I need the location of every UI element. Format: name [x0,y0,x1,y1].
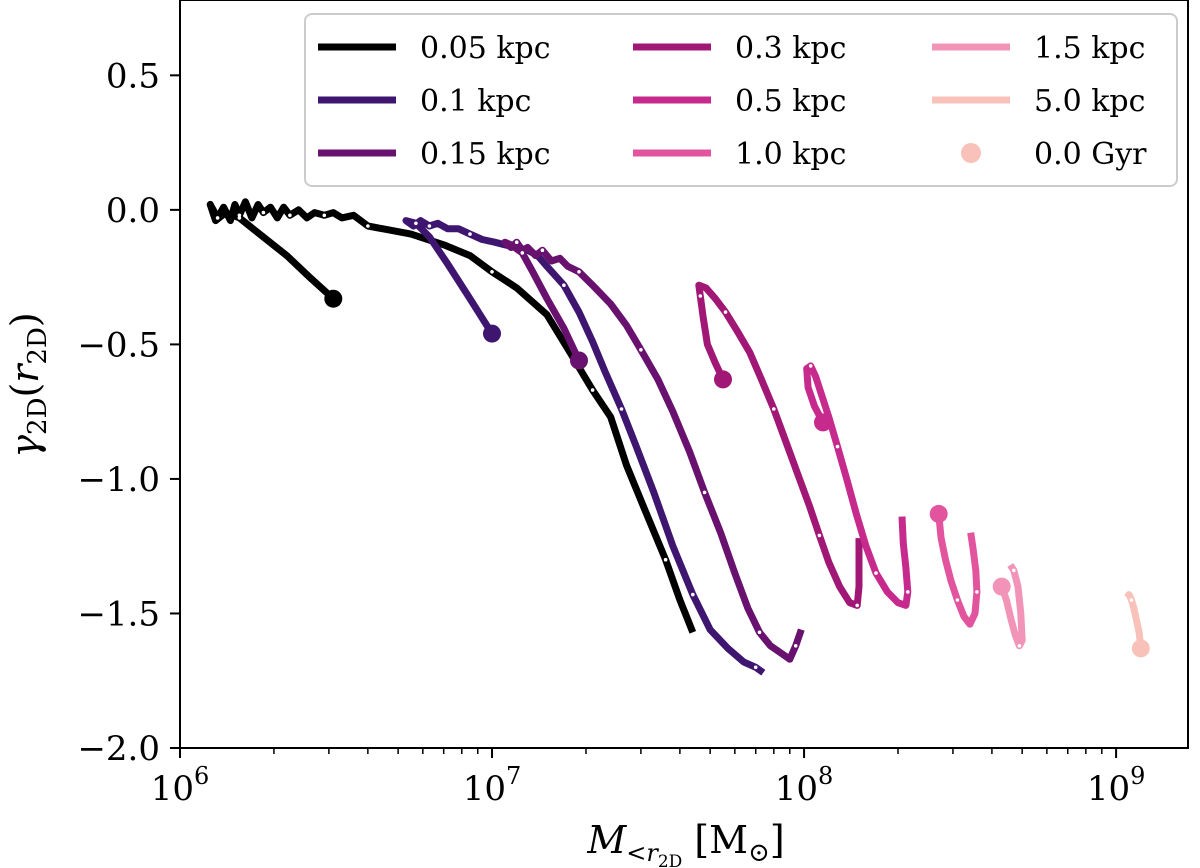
time-marker-dot [468,232,472,236]
time-marker-dot [699,294,703,298]
time-marker-dot [794,644,798,648]
series-start-point-1 [483,325,501,343]
time-marker-dot [906,590,910,594]
legend-label-2: 0.15 kpc [420,137,551,172]
y-axis-title: γ2D(r2D) [3,312,53,457]
time-marker-dot [541,248,545,252]
series-start-point-3 [714,370,732,388]
time-marker-dot [323,214,327,218]
time-marker-dot [639,348,643,352]
y-tick-label-0: 0.5 [106,56,160,96]
series-start-point-4 [814,413,832,431]
time-marker-dot [238,214,242,218]
legend-label-7: 5.0 kpc [1034,84,1145,119]
legend-label-0: 0.05 kpc [420,31,551,66]
series-start-point-6 [993,578,1011,596]
time-marker-dot [664,558,668,562]
time-marker-dot [521,251,525,255]
time-marker-dot [703,491,707,495]
y-tick-label-4: −1.5 [77,594,160,634]
time-marker-dot [414,222,418,226]
x-tick-label-1: 107 [463,762,522,809]
time-marker-dot [691,593,695,597]
legend-label-1: 0.1 kpc [420,84,531,119]
time-marker-dot [772,407,776,411]
time-marker-dot [836,445,840,449]
time-marker-dot [855,604,859,608]
time-marker-dot [818,534,822,538]
chart-svg: 0.5 0.0 −0.5 −1.0 −1.5 −2.0106 107 108 109 0.05 … [0,0,1200,868]
x-axis-title: M<r2D [M⊙] [586,818,784,868]
legend-label-5: 1.0 kpc [735,137,846,172]
time-marker-dot [262,211,266,215]
time-marker-dot [577,270,581,274]
time-marker-dot [724,310,728,314]
time-marker-dot [515,240,519,244]
legend-label-4: 0.5 kpc [735,84,846,119]
time-marker-dot [1018,644,1022,648]
series-line-2 [505,242,801,659]
legend: 0.05 kpc 0.1 kpc 0.15 kpc 0.3 kpc 0.5 kpc 1.0… [305,14,1177,186]
time-marker-dot [956,598,960,602]
series-start-point-5 [930,505,948,523]
time-marker-dot [591,388,595,392]
y-tick-label-1: 0.0 [106,191,160,231]
time-marker-dot [562,283,566,287]
x-tick-label-2: 108 [775,762,834,809]
time-marker-dot [366,224,370,228]
legend-label-8: 0.0 Gyr [1034,137,1147,172]
time-marker-dot [809,364,813,368]
time-marker-dot [758,631,762,635]
time-marker-dot [975,590,979,594]
y-tick-label-2: −0.5 [77,325,160,365]
y-tick-label-5: −2.0 [77,729,160,769]
time-marker-dot [216,216,220,220]
series-line-6 [1002,565,1023,646]
time-marker-dot [490,270,494,274]
y-tick-label-3: −1.0 [77,460,160,500]
time-marker-dot [754,666,758,670]
time-marker-dot [1012,569,1016,573]
legend-label-6: 1.5 kpc [1034,31,1145,66]
time-marker-dot [428,224,432,228]
time-marker-dot [288,214,292,218]
series-layer [210,202,1150,673]
series-start-point-7 [1132,639,1150,657]
time-marker-dot [874,571,878,575]
time-marker-dot [1130,598,1134,602]
series-start-point-2 [570,352,588,370]
legend-marker-swatch [961,143,981,163]
time-marker-dot [620,407,624,411]
series-line-5 [939,514,977,624]
x-tick-label-0: 106 [151,762,210,809]
series-start-point-0 [324,290,342,308]
legend-label-3: 0.3 kpc [735,31,846,66]
x-tick-label-3: 109 [1087,762,1146,809]
